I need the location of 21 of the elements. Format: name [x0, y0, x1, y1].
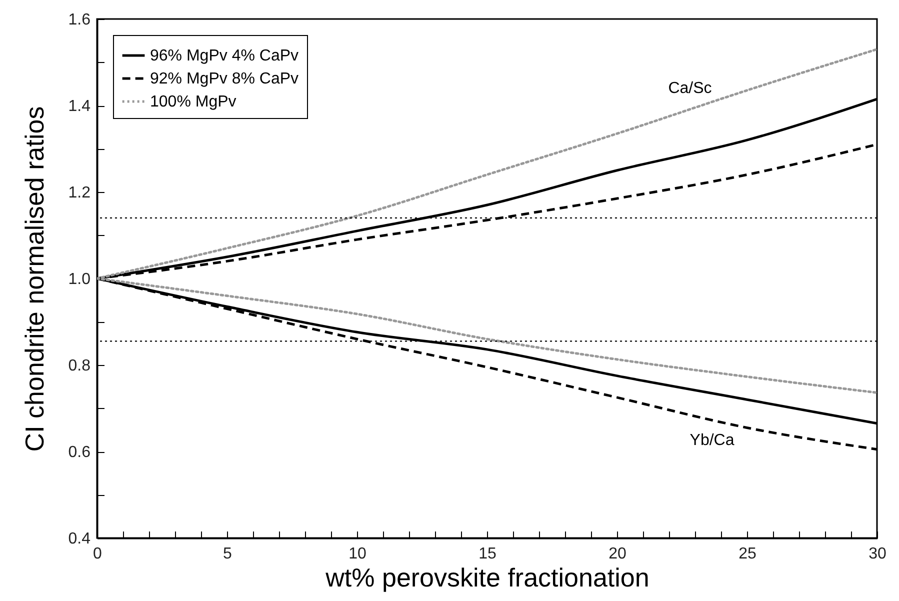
y-tick-label: 0.6	[68, 444, 91, 461]
y-tick-label: 1.2	[68, 184, 91, 202]
x-tick-label: 10	[348, 546, 366, 562]
legend-label: 100% MgPv	[150, 94, 236, 110]
x-tick-label: 5	[223, 546, 232, 562]
x-tick-label: 15	[478, 546, 496, 562]
y-tick-label: 0.4	[68, 530, 91, 548]
annotation: Ca/Sc	[668, 80, 712, 97]
legend-label: 92% MgPv 8% CaPv	[150, 70, 299, 88]
y-tick-label: 1.4	[68, 98, 91, 115]
legend-label: 96% MgPv 4% CaPv	[150, 48, 299, 64]
annotation: Yb/Ca	[690, 432, 734, 449]
y-tick-label: 1.6	[68, 12, 91, 28]
x-tick-label: 0	[93, 546, 102, 562]
x-tick-label: 30	[868, 546, 886, 562]
x-tick-label: 20	[608, 546, 626, 562]
x-axis-title: wt% perovskite fractionation	[324, 562, 650, 592]
y-tick-label: 1.0	[68, 271, 91, 288]
y-tick-label: 0.8	[68, 358, 91, 374]
x-tick-label: 25	[738, 546, 756, 562]
y-axis-title: CI chondrite normalised ratios	[19, 106, 50, 452]
